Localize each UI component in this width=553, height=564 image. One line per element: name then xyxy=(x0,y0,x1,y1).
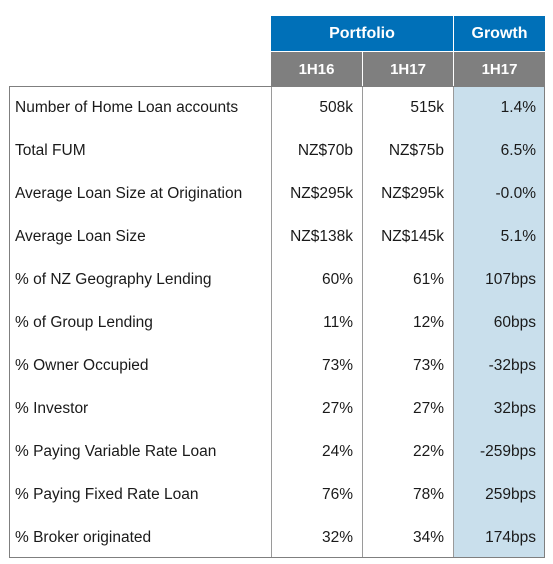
value-1h17: 78% xyxy=(412,485,444,503)
value-1h16: 27% xyxy=(321,399,353,417)
row-label: Average Loan Size at Origination xyxy=(15,184,243,202)
row-label: Total FUM xyxy=(15,141,86,159)
value-1h17: 61% xyxy=(412,270,444,288)
growth-header: Growth xyxy=(453,16,545,51)
value-1h17: 12% xyxy=(412,313,444,331)
value-1h16: NZ$138k xyxy=(290,227,353,245)
table-row: Average Loan Size NZ$138k NZ$145k 5.1% xyxy=(0,215,553,258)
value-growth: 174bps xyxy=(485,528,536,546)
table-row: Total FUM NZ$70b NZ$75b 6.5% xyxy=(0,129,553,172)
table-row: % Owner Occupied 73% 73% -32bps xyxy=(0,344,553,387)
value-1h16: 73% xyxy=(321,356,353,374)
table-row: % of Group Lending 11% 12% 60bps xyxy=(0,301,553,344)
row-label: % Owner Occupied xyxy=(15,356,149,374)
value-1h17: NZ$295k xyxy=(381,184,444,202)
value-1h17: 34% xyxy=(412,528,444,546)
value-growth: 60bps xyxy=(493,313,536,331)
portfolio-header: Portfolio xyxy=(271,16,453,51)
row-label: % of Group Lending xyxy=(15,313,153,331)
value-1h16: 508k xyxy=(319,98,353,116)
value-1h17: 27% xyxy=(412,399,444,417)
row-label: % Paying Fixed Rate Loan xyxy=(15,485,199,503)
value-growth: -32bps xyxy=(488,356,536,374)
value-1h16: NZ$295k xyxy=(290,184,353,202)
table-row: % of NZ Geography Lending 60% 61% 107bps xyxy=(0,258,553,301)
value-growth: 1.4% xyxy=(500,98,536,116)
table-row: % Investor 27% 27% 32bps xyxy=(0,387,553,430)
value-1h17: NZ$75b xyxy=(388,141,444,159)
column-divider xyxy=(362,86,363,558)
table-border xyxy=(9,86,545,558)
value-1h16: 60% xyxy=(321,270,353,288)
value-growth: 259bps xyxy=(485,485,536,503)
column-divider xyxy=(453,86,454,558)
value-1h16: NZ$70b xyxy=(297,141,353,159)
value-growth: 32bps xyxy=(493,399,536,417)
value-1h17: 22% xyxy=(412,442,444,460)
value-1h17: 73% xyxy=(412,356,444,374)
table-row: Average Loan Size at Origination NZ$295k N… xyxy=(0,172,553,215)
row-label: % Paying Variable Rate Loan xyxy=(15,442,217,460)
column-header-growth-1h17: 1H17 xyxy=(453,52,545,86)
value-1h16: 11% xyxy=(323,313,353,331)
row-label: Average Loan Size xyxy=(15,227,146,245)
table-row: % Broker originated 32% 34% 174bps xyxy=(0,516,553,559)
table-row: % Paying Fixed Rate Loan 76% 78% 259bps xyxy=(0,473,553,516)
value-growth: -259bps xyxy=(479,442,536,460)
row-label: % Investor xyxy=(15,399,89,417)
column-header-1h17: 1H17 xyxy=(362,52,453,86)
value-1h16: 32% xyxy=(321,528,353,546)
growth-column-shading xyxy=(453,86,545,558)
value-growth: 107bps xyxy=(485,270,536,288)
value-1h17: NZ$145k xyxy=(381,227,444,245)
row-label: Number of Home Loan accounts xyxy=(15,98,239,116)
table-row: % Paying Variable Rate Loan 24% 22% -259bps xyxy=(0,430,553,473)
row-label: % Broker originated xyxy=(15,528,152,546)
table-row: Number of Home Loan accounts 508k 515k 1.4% xyxy=(0,86,553,129)
value-1h16: 76% xyxy=(321,485,353,503)
value-growth: 5.1% xyxy=(500,227,536,245)
value-1h16: 24% xyxy=(321,442,353,460)
column-divider xyxy=(271,86,272,558)
value-growth: 6.5% xyxy=(500,141,536,159)
row-label: % of NZ Geography Lending xyxy=(15,270,212,288)
value-growth: -0.0% xyxy=(495,184,537,202)
value-1h17: 515k xyxy=(410,98,444,116)
column-header-1h16: 1H16 xyxy=(271,52,362,86)
